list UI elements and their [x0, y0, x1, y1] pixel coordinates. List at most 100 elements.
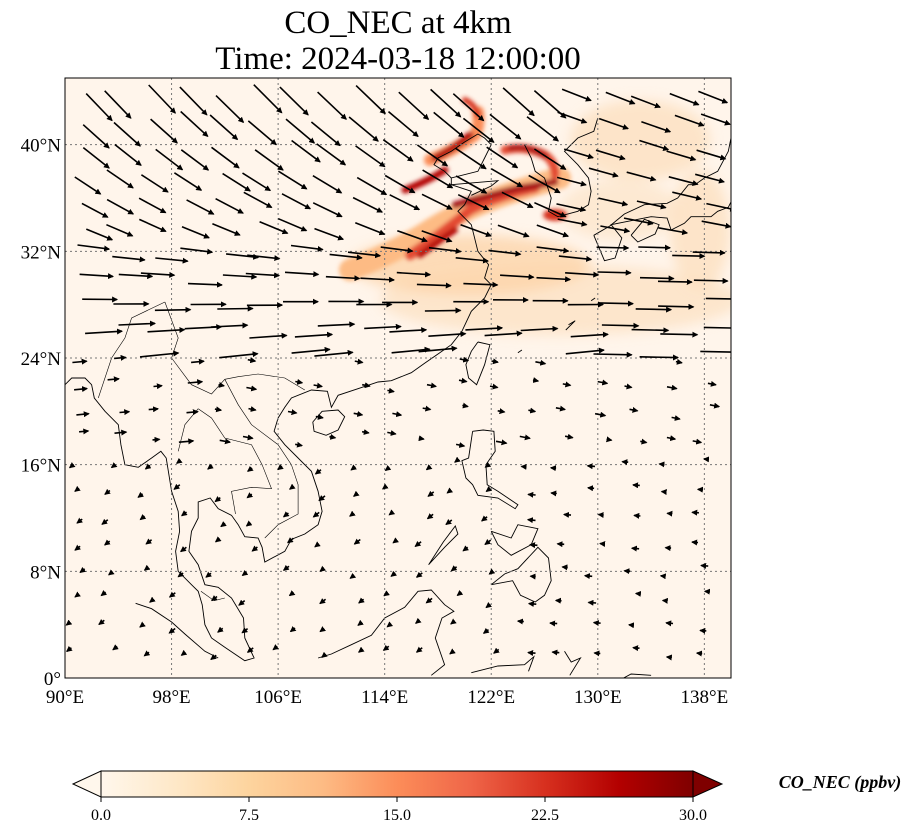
wind-arrow — [387, 110, 419, 138]
wind-arrow — [246, 492, 254, 499]
wind-arrow — [570, 331, 609, 338]
wind-arrow — [354, 358, 364, 365]
wind-arrow — [529, 542, 538, 549]
wind-arrow — [317, 91, 347, 120]
wind-arrow — [392, 537, 399, 544]
wind-arrow — [519, 434, 531, 441]
wind-arrow — [66, 645, 73, 653]
wind-arrow — [98, 618, 105, 626]
wind-arrow — [214, 406, 223, 413]
wind-arrow — [709, 402, 721, 409]
wind-arrow — [450, 618, 457, 625]
wind-arrow — [249, 332, 288, 339]
wind-arrow — [414, 540, 422, 548]
coastline-segment — [564, 651, 582, 676]
wind-arrow — [222, 172, 251, 192]
wind-arrow — [424, 307, 462, 314]
wind-arrow — [77, 244, 111, 252]
wind-arrow — [422, 169, 454, 189]
wind-arrow — [563, 148, 594, 160]
wind-arrow — [380, 246, 414, 254]
wind-arrow — [317, 321, 356, 328]
wind-arrow — [556, 541, 565, 548]
wind-arrow — [312, 175, 343, 194]
wind-arrow — [180, 247, 214, 255]
wind-arrow — [210, 653, 217, 661]
wind-arrow — [101, 518, 109, 525]
wind-arrow — [639, 275, 675, 282]
wind-arrow — [416, 144, 449, 167]
colorbar-tick-label: 22.5 — [531, 807, 559, 824]
colorbar-bar — [100, 770, 694, 798]
wind-arrow — [666, 150, 697, 162]
wind-arrow — [396, 271, 432, 278]
wind-arrow — [382, 139, 414, 162]
coastline-segment — [317, 589, 455, 676]
wind-arrow — [74, 386, 88, 393]
wind-arrow — [360, 276, 395, 283]
coastline-segment — [312, 409, 346, 436]
wind-arrow — [626, 171, 657, 182]
wind-arrow — [695, 650, 703, 657]
wind-arrow — [536, 224, 570, 238]
wind-arrow — [176, 457, 183, 464]
colorbar-extend-min — [71, 770, 102, 798]
wind-arrow — [181, 510, 188, 517]
wind-arrow — [177, 571, 185, 578]
wind-arrow — [551, 649, 560, 656]
wind-arrow — [295, 378, 304, 385]
wind-arrow — [178, 438, 195, 445]
wind-arrow — [488, 568, 496, 575]
wind-arrow — [701, 220, 731, 229]
wind-arrow — [355, 145, 386, 168]
wind-arrow — [321, 651, 328, 658]
wind-arrow — [600, 225, 631, 234]
map-area — [65, 78, 731, 678]
wind-arrow — [289, 626, 297, 633]
wind-arrow — [180, 149, 210, 171]
wind-arrow — [361, 429, 370, 435]
wind-arrow — [272, 644, 279, 651]
wind-arrow — [557, 111, 588, 124]
wind-arrow — [106, 223, 134, 237]
wind-arrow — [154, 306, 192, 313]
wind-arrow — [148, 84, 176, 114]
wind-arrow — [168, 591, 176, 598]
wind-arrow — [247, 254, 281, 262]
wind-arrow — [672, 253, 706, 260]
country-border — [98, 301, 166, 399]
wind-arrow — [315, 413, 324, 420]
wind-arrow — [118, 273, 154, 280]
wind-arrow — [325, 275, 361, 282]
wind-arrow — [316, 143, 347, 166]
wind-arrow — [596, 244, 630, 251]
wind-arrow — [597, 379, 609, 386]
wind-arrow — [674, 114, 705, 127]
coastline-segment — [490, 524, 539, 556]
wind-arrow — [421, 193, 453, 210]
wind-arrow — [314, 468, 322, 475]
wind-arrow — [462, 545, 469, 552]
wind-arrow — [312, 202, 343, 218]
wind-arrow — [430, 88, 462, 118]
wind-arrow — [594, 411, 607, 418]
wind-arrow — [457, 193, 490, 211]
wind-arrow — [253, 84, 283, 114]
wind-arrow — [557, 218, 588, 227]
wind-arrow — [277, 464, 284, 471]
coastline-segment — [461, 429, 519, 510]
wind-arrow — [112, 644, 119, 651]
wind-arrow — [536, 276, 572, 283]
wind-arrow — [527, 650, 536, 656]
wind-arrow — [384, 464, 392, 472]
wind-arrow — [426, 382, 437, 389]
wind-arrow — [384, 174, 416, 194]
colorbar-tick-label: 30.0 — [679, 807, 707, 824]
wind-arrow — [455, 257, 489, 264]
wind-arrow — [222, 273, 258, 280]
wind-arrow — [282, 564, 290, 571]
wind-arrow — [113, 121, 141, 147]
wind-arrow — [700, 562, 709, 569]
wind-arrow — [527, 491, 536, 498]
